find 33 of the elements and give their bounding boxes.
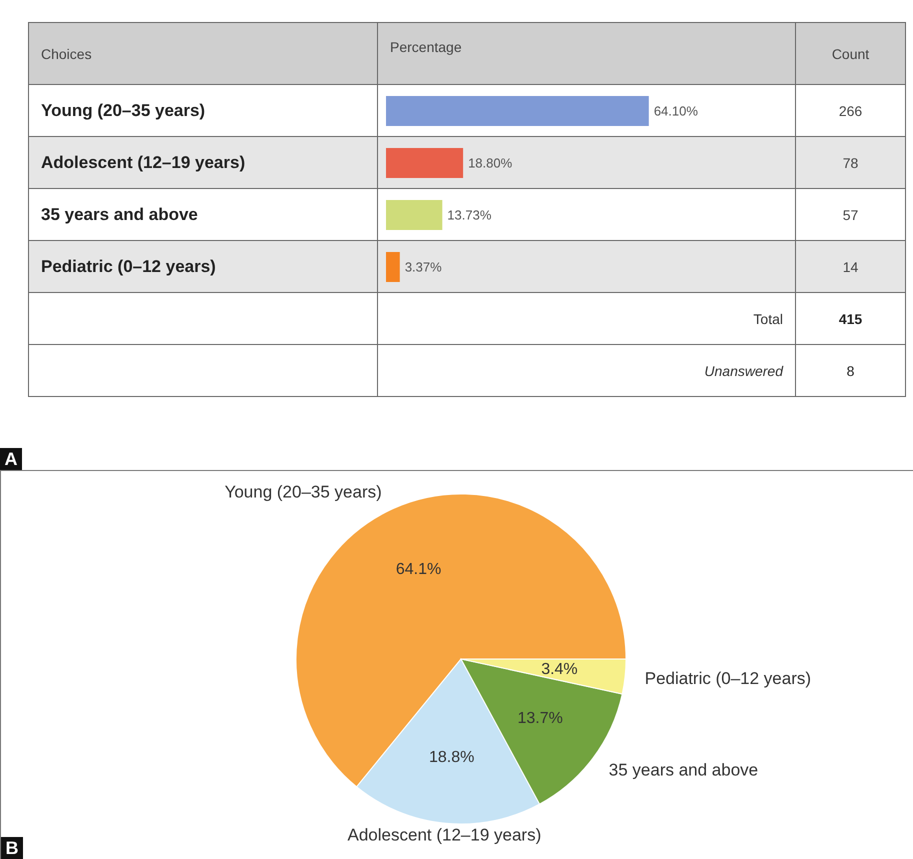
data-label: 13.73% — [447, 208, 492, 223]
data-label: 64.1% — [396, 561, 442, 578]
text: Total — [753, 310, 783, 326]
data-label: 3.37% — [404, 260, 442, 275]
y-tick-label: 35 years and above — [41, 204, 198, 224]
text: 8 — [846, 362, 854, 378]
text: B — [1, 837, 23, 859]
y-tick-label: Pediatric (0–12 years) — [41, 256, 216, 276]
bar — [386, 148, 464, 178]
text: 415 — [838, 310, 862, 326]
y-tick-label: Adolescent (12–19 years) — [41, 152, 246, 172]
data-label: 3.4% — [541, 661, 578, 678]
text: Unanswered — [704, 362, 783, 378]
bar — [386, 252, 400, 282]
text: A — [0, 448, 22, 470]
text: 57 — [842, 206, 858, 222]
bar — [386, 200, 442, 230]
text: 14 — [842, 258, 858, 274]
slice-label: Pediatric (0–12 years) — [644, 669, 812, 688]
y-axis-title: Choices — [41, 46, 92, 62]
y-tick-label: Young (20–35 years) — [41, 100, 206, 120]
bar — [386, 96, 649, 126]
x-axis-title: Percentage — [390, 39, 462, 55]
data-label: 64.10% — [654, 104, 698, 119]
slice-label: Young (20–35 years) — [224, 482, 382, 502]
data-label: 13.7% — [517, 710, 563, 727]
data-label: 18.8% — [428, 749, 474, 766]
slice-label: 35 years and above — [608, 760, 758, 780]
text: Count — [832, 46, 870, 62]
text: 266 — [838, 102, 862, 118]
slice-label: Adolescent (12–19 years) — [348, 825, 542, 844]
text: 78 — [842, 154, 858, 170]
data-label: 18.80% — [468, 156, 513, 171]
